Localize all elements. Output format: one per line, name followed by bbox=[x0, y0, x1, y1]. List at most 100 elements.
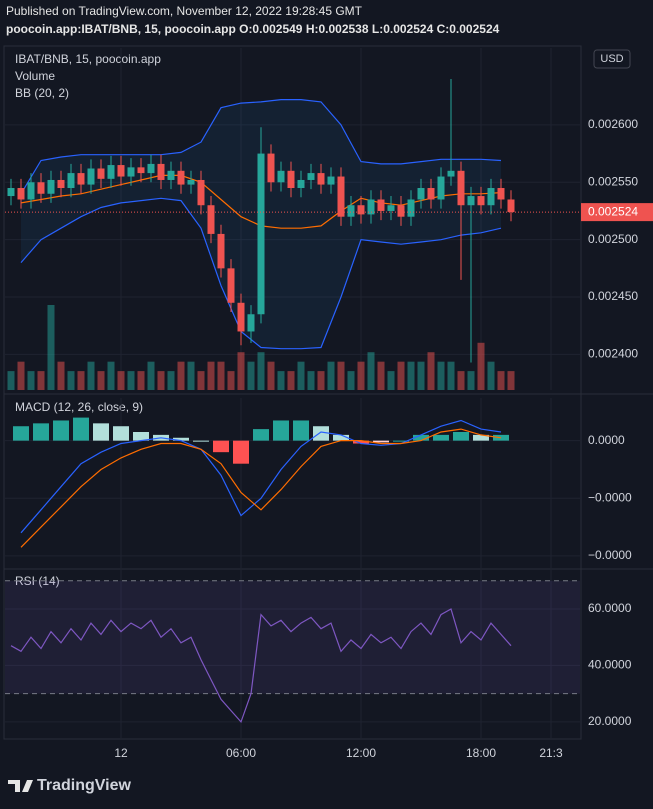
volume-bar bbox=[237, 352, 245, 390]
last-price-box bbox=[581, 203, 653, 222]
volume-bar bbox=[347, 371, 355, 390]
candle-body bbox=[257, 153, 265, 315]
candle-body bbox=[487, 188, 495, 206]
candle-body bbox=[17, 188, 25, 200]
candle-body bbox=[377, 199, 385, 211]
candle-body bbox=[57, 179, 65, 189]
volume-bar bbox=[367, 352, 375, 390]
volume-bar bbox=[197, 371, 205, 390]
candle-body bbox=[97, 168, 105, 179]
legend-title: IBAT/BNB, 15, poocoin.app bbox=[15, 52, 161, 66]
volume-bar bbox=[447, 361, 455, 390]
macd-histogram-bar bbox=[273, 420, 289, 441]
volume-bar bbox=[97, 371, 105, 390]
y-tick-label: 0.002400 bbox=[588, 347, 638, 361]
volume-bar bbox=[127, 371, 135, 390]
macd-histogram-bar bbox=[393, 440, 409, 442]
currency-label[interactable]: USD bbox=[600, 53, 623, 65]
volume-bar bbox=[407, 361, 415, 390]
legend-macd: MACD (12, 26, close, 9) bbox=[15, 400, 143, 414]
candle-body bbox=[367, 199, 375, 215]
volume-bar bbox=[207, 361, 215, 390]
candle-body bbox=[127, 167, 135, 177]
volume-bar bbox=[357, 361, 365, 390]
macd-histogram-bar bbox=[173, 437, 189, 441]
candle-body bbox=[317, 173, 325, 185]
volume-bar bbox=[137, 371, 145, 390]
candle-body bbox=[167, 170, 175, 180]
macd-line bbox=[20, 419, 502, 534]
candle-body bbox=[267, 153, 275, 183]
candle-body bbox=[287, 170, 295, 189]
currency-button[interactable] bbox=[593, 49, 631, 69]
candle-body bbox=[507, 199, 515, 213]
macd-histogram-bar bbox=[293, 420, 309, 441]
macd-histogram-bar bbox=[473, 434, 489, 441]
volume-bar bbox=[487, 361, 495, 390]
bb-lower bbox=[20, 197, 502, 350]
macd-histogram-bar bbox=[33, 423, 49, 441]
candle-body bbox=[207, 205, 215, 234]
volume-bar bbox=[67, 371, 75, 390]
legend-volume: Volume bbox=[15, 69, 55, 83]
volume-bar bbox=[7, 371, 15, 390]
rsi-band bbox=[5, 580, 580, 694]
candle-body bbox=[307, 173, 315, 180]
y-tick-label: 0.002500 bbox=[588, 232, 638, 246]
candle-body bbox=[47, 179, 55, 194]
volume-bar bbox=[287, 371, 295, 390]
macd-histogram-bar bbox=[333, 434, 349, 441]
candle-body bbox=[497, 188, 505, 200]
volume-bar bbox=[477, 342, 485, 390]
macd-histogram-bar bbox=[13, 426, 29, 441]
candle-body bbox=[197, 179, 205, 206]
y-tick-label: 0.0000 bbox=[588, 433, 625, 447]
last-price-label: 0.002524 bbox=[588, 204, 638, 218]
candle-body bbox=[387, 205, 395, 211]
macd-histogram-bar bbox=[453, 432, 469, 441]
volume-bar bbox=[17, 361, 25, 390]
x-tick-label: 21:3 bbox=[539, 746, 563, 760]
published-line: Published on TradingView.com, November 1… bbox=[6, 4, 363, 18]
volume-bar bbox=[317, 371, 325, 390]
volume-bar bbox=[227, 371, 235, 390]
x-tick-label: 12 bbox=[114, 746, 128, 760]
candle-body bbox=[277, 170, 285, 183]
bb-upper bbox=[20, 99, 502, 195]
symbol-line: poocoin.app:IBAT/BNB, 15, poocoin.app O:… bbox=[6, 22, 500, 36]
volume-bar bbox=[327, 361, 335, 390]
candle-body bbox=[357, 205, 365, 215]
macd-histogram-bar bbox=[313, 426, 329, 441]
volume-bar bbox=[437, 361, 445, 390]
volume-bar bbox=[457, 371, 465, 390]
candle-body bbox=[107, 165, 115, 179]
candle-body bbox=[417, 188, 425, 200]
y-tick-label: 0.002600 bbox=[588, 117, 638, 131]
macd-histogram-bar bbox=[253, 429, 269, 441]
volume-bar bbox=[497, 371, 505, 390]
candle-body bbox=[397, 205, 405, 217]
candle-body bbox=[157, 163, 165, 180]
candle-body bbox=[347, 205, 355, 217]
candle-body bbox=[7, 188, 15, 197]
x-tick-label: 12:00 bbox=[346, 746, 376, 760]
candle-body bbox=[237, 302, 245, 332]
candle-body bbox=[467, 196, 475, 206]
candle-body bbox=[137, 167, 145, 174]
volume-bar bbox=[267, 361, 275, 390]
macd-histogram-bar bbox=[133, 432, 149, 441]
candle-body bbox=[427, 188, 435, 200]
candle-body bbox=[437, 176, 445, 200]
volume-bar bbox=[397, 361, 405, 390]
volume-bar bbox=[87, 361, 95, 390]
candle-body bbox=[247, 314, 255, 332]
volume-bar bbox=[307, 371, 315, 390]
logo-mark bbox=[8, 780, 33, 792]
signal-line bbox=[20, 428, 502, 548]
candle-body bbox=[27, 182, 35, 200]
volume-bar bbox=[377, 361, 385, 390]
x-tick-label: 18:00 bbox=[466, 746, 496, 760]
volume-bar bbox=[337, 361, 345, 390]
pane bbox=[5, 48, 580, 390]
